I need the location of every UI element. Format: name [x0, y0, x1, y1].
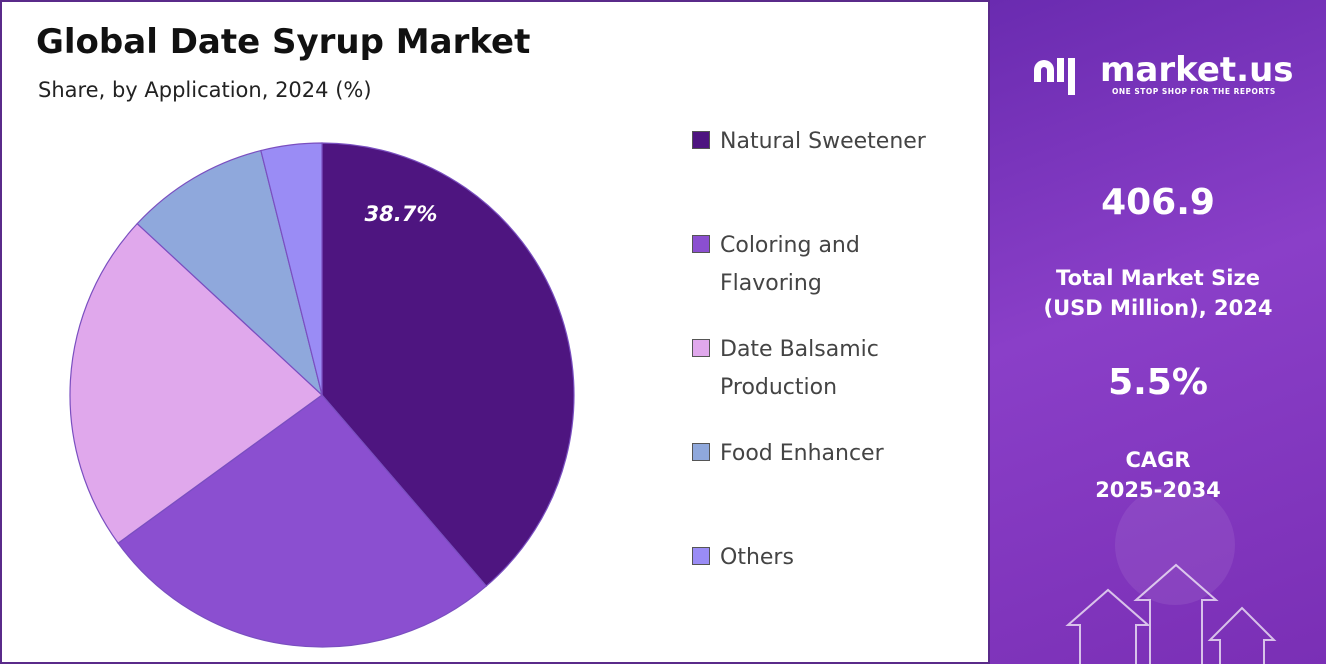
legend-label: Date Balsamic Production	[720, 337, 879, 400]
cagr-label: 2025-2034	[1095, 478, 1221, 502]
legend-item: Food Enhancer	[692, 435, 962, 473]
legend-label: Natural Sweetener	[720, 129, 926, 154]
tagline: ONE STOP SHOP FOR THE REPORTS	[1112, 87, 1276, 96]
brand: market.us	[1100, 50, 1294, 90]
legend-swatch	[692, 547, 710, 565]
chart-area: Global Date Syrup Market Share, by Appli…	[0, 0, 990, 664]
cagr-label: CAGR	[1125, 448, 1191, 472]
market-size: 406.9	[1101, 182, 1215, 223]
legend-swatch	[692, 131, 710, 149]
chart-title: Global Date Syrup Market	[36, 22, 531, 62]
market-size-label: (USD Million), 2024	[1043, 296, 1273, 320]
decoration	[1034, 58, 1277, 664]
pie-chart: 38.7%	[69, 142, 575, 648]
legend-label: Coloring and Flavoring	[720, 233, 860, 296]
legend-item: Natural Sweetener	[692, 123, 962, 161]
legend-label: Food Enhancer	[720, 441, 884, 466]
cagr: 5.5%	[1108, 362, 1208, 403]
legend-swatch	[692, 339, 710, 357]
legend-swatch	[692, 235, 710, 253]
data-label: 38.7%	[365, 202, 438, 226]
pie-slice	[69, 222, 323, 544]
legend-item: Date Balsamic Production	[692, 331, 962, 407]
legend-label: Others	[720, 545, 794, 570]
legend-item: Others	[692, 539, 962, 577]
chart-subtitle: Share, by Application, 2024 (%)	[38, 78, 372, 102]
legend-swatch	[692, 443, 710, 461]
pie-slice	[321, 142, 575, 587]
pie-slice	[260, 142, 323, 396]
pie-slice	[117, 394, 488, 648]
legend-item: Coloring and Flavoring	[692, 227, 962, 303]
info-panel: market.us ONE STOP SHOP FOR THE REPORTS …	[990, 0, 1326, 664]
market-size-label: Total Market Size	[1056, 266, 1260, 290]
